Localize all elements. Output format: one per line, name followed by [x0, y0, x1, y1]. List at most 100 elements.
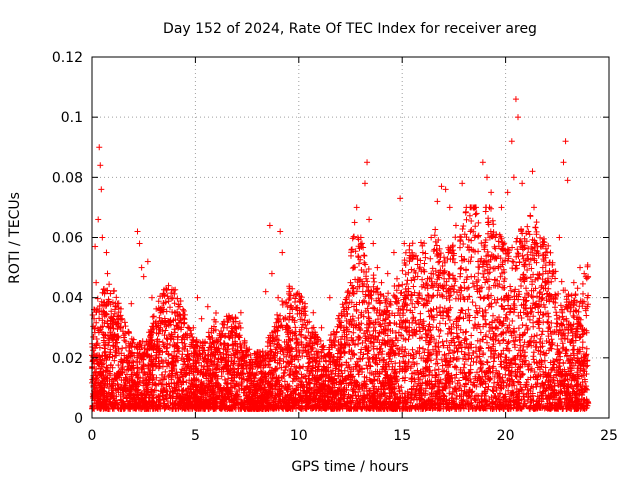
- data-point: [96, 144, 103, 151]
- data-point: [140, 273, 147, 280]
- data-point: [438, 183, 445, 190]
- data-point: [279, 249, 286, 256]
- data-point-cloud: [89, 204, 592, 412]
- data-point: [90, 390, 97, 397]
- data-point: [508, 138, 515, 145]
- data-point: [93, 279, 100, 286]
- data-point: [266, 222, 273, 229]
- data-point: [543, 249, 550, 256]
- data-point: [99, 234, 106, 241]
- chart-title: Day 152 of 2024, Rate Of TEC Index for r…: [163, 21, 537, 37]
- data-point: [463, 204, 470, 211]
- data-point: [277, 228, 284, 235]
- data-point: [581, 270, 588, 277]
- data-point: [577, 264, 584, 271]
- y-tick-label: 0.1: [61, 110, 83, 126]
- data-point: [446, 204, 453, 211]
- data-point: [390, 249, 397, 256]
- data-point: [364, 159, 371, 166]
- data-point: [539, 264, 546, 271]
- data-point: [570, 279, 577, 286]
- y-tick-label: 0.08: [52, 170, 83, 186]
- data-point: [144, 258, 151, 265]
- data-point: [213, 339, 220, 346]
- data-point: [128, 300, 135, 307]
- data-point: [231, 324, 238, 331]
- data-point: [204, 303, 211, 310]
- data-point: [428, 234, 435, 241]
- data-point: [171, 309, 178, 316]
- x-tick-label: 10: [290, 428, 308, 444]
- data-point: [452, 222, 459, 229]
- data-point: [113, 339, 120, 346]
- data-point: [550, 270, 557, 277]
- data-point: [138, 264, 145, 271]
- data-point: [504, 189, 511, 196]
- y-axis-ticks: 0 0.02 0.04 0.06 0.08 0.1 0.12: [52, 50, 609, 427]
- data-point: [341, 306, 348, 313]
- data-point: [533, 240, 540, 247]
- data-point: [510, 174, 517, 181]
- x-tick-label: 20: [497, 428, 515, 444]
- data-point: [122, 330, 129, 337]
- data-point: [275, 294, 282, 301]
- data-point: [357, 234, 364, 241]
- data-point: [378, 279, 385, 286]
- data-point: [384, 270, 391, 277]
- data-point: [97, 162, 104, 169]
- data-point: [434, 198, 441, 205]
- data-point: [467, 228, 474, 235]
- data-point: [492, 234, 499, 241]
- data-point: [104, 270, 111, 277]
- data-point: [148, 294, 155, 301]
- data-point: [351, 219, 358, 226]
- x-tick-label: 15: [393, 428, 411, 444]
- data-point: [556, 234, 563, 241]
- data-point: [560, 159, 567, 166]
- data-point: [488, 189, 495, 196]
- data-point: [165, 282, 172, 289]
- data-point: [136, 240, 143, 247]
- data-point: [318, 324, 325, 331]
- data-point: [190, 324, 197, 331]
- y-tick-label: 0: [74, 411, 83, 427]
- data-point: [157, 324, 164, 331]
- data-point: [529, 168, 536, 175]
- data-point: [347, 279, 354, 286]
- data-point: [374, 264, 381, 271]
- data-point: [293, 339, 300, 346]
- data-point: [401, 240, 408, 247]
- data-point: [479, 159, 486, 166]
- data-point: [405, 285, 412, 292]
- data-point: [179, 306, 186, 313]
- data-point: [366, 216, 373, 223]
- data-point: [103, 249, 110, 256]
- data-point: [442, 186, 449, 193]
- data-point: [353, 204, 360, 211]
- data-points: [89, 96, 592, 412]
- data-point: [584, 294, 591, 301]
- data-point: [310, 309, 317, 316]
- x-axis-ticks: 0 5 10 15 20 25: [88, 57, 618, 444]
- data-point: [473, 210, 480, 217]
- data-point: [198, 315, 205, 322]
- data-point: [262, 288, 269, 295]
- x-tick-label: 25: [600, 428, 618, 444]
- y-tick-label: 0.06: [52, 231, 83, 247]
- data-point: [326, 294, 333, 301]
- data-point: [512, 96, 519, 103]
- data-point: [335, 315, 342, 322]
- data-point: [184, 330, 191, 337]
- data-point: [370, 240, 377, 247]
- data-point: [562, 138, 569, 145]
- data-point: [98, 186, 105, 193]
- data-point: [194, 294, 201, 301]
- data-point: [225, 342, 232, 349]
- x-tick-label: 0: [88, 428, 97, 444]
- data-point: [95, 216, 102, 223]
- data-point: [219, 330, 226, 337]
- x-axis-title: GPS time / hours: [291, 459, 408, 475]
- data-point: [92, 243, 99, 250]
- data-point: [515, 114, 522, 121]
- data-point: [519, 180, 526, 187]
